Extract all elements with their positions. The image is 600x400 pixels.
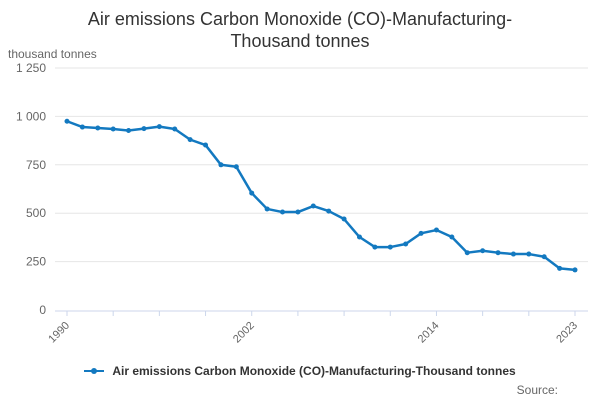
x-axis-tick-label: 2002 bbox=[231, 320, 257, 346]
data-point[interactable] bbox=[310, 203, 316, 209]
data-point[interactable] bbox=[433, 227, 439, 233]
data-point[interactable] bbox=[233, 164, 239, 170]
data-point[interactable] bbox=[510, 251, 516, 257]
chart-title-line1: Air emissions Carbon Monoxide (CO)-Manuf… bbox=[87, 9, 513, 29]
data-point[interactable] bbox=[187, 137, 193, 143]
data-point[interactable] bbox=[341, 216, 347, 222]
data-point[interactable] bbox=[541, 254, 547, 260]
series-line bbox=[65, 119, 577, 272]
data-point[interactable] bbox=[172, 126, 178, 132]
data-point[interactable] bbox=[295, 209, 301, 215]
data-point[interactable] bbox=[356, 234, 362, 240]
y-axis-tick-label: 500 bbox=[26, 206, 46, 220]
data-point[interactable] bbox=[572, 267, 578, 273]
legend-label: Air emissions Carbon Monoxide (CO)-Manuf… bbox=[112, 364, 516, 378]
data-point[interactable] bbox=[264, 206, 270, 212]
data-point[interactable] bbox=[64, 118, 70, 124]
data-point[interactable] bbox=[372, 244, 378, 250]
data-point[interactable] bbox=[203, 142, 209, 148]
y-axis-tick-label: 750 bbox=[26, 158, 46, 172]
x-axis-tick-label: 2014 bbox=[416, 320, 442, 346]
data-point[interactable] bbox=[218, 162, 224, 168]
data-point[interactable] bbox=[141, 126, 147, 132]
data-point[interactable] bbox=[387, 244, 393, 250]
data-point[interactable] bbox=[464, 250, 470, 256]
x-axis-tick-label: 1990 bbox=[46, 320, 72, 346]
data-point[interactable] bbox=[480, 248, 486, 254]
data-point[interactable] bbox=[79, 124, 85, 130]
legend-line-marker-icon bbox=[84, 368, 105, 374]
chart-title-line2: Thousand tonnes bbox=[230, 30, 370, 51]
y-axis-tick-label: 250 bbox=[26, 255, 46, 269]
chart-title: Air emissions Carbon Monoxide (CO)-Manuf… bbox=[40, 9, 560, 53]
y-axis-tick-label: 1 250 bbox=[16, 61, 46, 75]
data-point[interactable] bbox=[326, 208, 332, 214]
legend-item[interactable]: Air emissions Carbon Monoxide (CO)-Manuf… bbox=[0, 364, 600, 378]
data-point[interactable] bbox=[95, 125, 101, 131]
y-axis-unit-label: thousand tonnes bbox=[8, 47, 97, 61]
data-point[interactable] bbox=[418, 230, 424, 236]
y-axis-tick-label: 1 000 bbox=[16, 109, 46, 123]
y-axis-tick-label: 0 bbox=[39, 303, 46, 317]
x-axis-tick-label: 2023 bbox=[554, 320, 580, 346]
data-point[interactable] bbox=[110, 126, 116, 132]
data-point[interactable] bbox=[449, 234, 455, 240]
data-point[interactable] bbox=[557, 265, 563, 271]
data-point[interactable] bbox=[249, 190, 255, 196]
data-point[interactable] bbox=[156, 124, 162, 130]
source-label: Source: bbox=[516, 383, 558, 397]
data-point[interactable] bbox=[403, 241, 409, 247]
data-point[interactable] bbox=[495, 250, 501, 256]
data-point[interactable] bbox=[126, 128, 132, 134]
data-point[interactable] bbox=[526, 251, 532, 257]
data-point[interactable] bbox=[280, 209, 286, 215]
